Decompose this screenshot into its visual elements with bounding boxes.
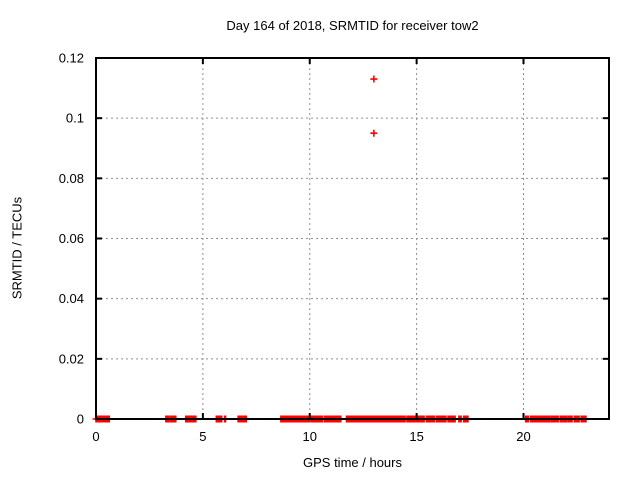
outlier-points [370, 75, 378, 137]
x-tick-labels: 0 5 10 15 20 [92, 429, 530, 444]
x-axis-label: GPS time / hours [303, 455, 402, 470]
y-tick-label: 0.1 [66, 111, 84, 126]
y-tick-label: 0.02 [59, 351, 84, 366]
x-tick-label: 15 [409, 429, 423, 444]
axis-ticks [95, 57, 609, 420]
x-tick-label: 20 [516, 429, 530, 444]
y-tick-label: 0.06 [59, 231, 84, 246]
chart-title: Day 164 of 2018, SRMTID for receiver tow… [226, 18, 479, 33]
y-tick-label: 0.04 [59, 291, 84, 306]
x-tick-label: 5 [199, 429, 206, 444]
y-tick-label: 0.08 [59, 171, 84, 186]
x-tick-label: 10 [303, 429, 317, 444]
y-tick-labels: 0 0.02 0.04 0.06 0.08 0.1 0.12 [59, 51, 84, 427]
y-tick-label: 0.12 [59, 51, 84, 66]
y-tick-label: 0 [77, 412, 84, 427]
x-tick-label: 0 [92, 429, 99, 444]
gridlines [96, 58, 609, 419]
